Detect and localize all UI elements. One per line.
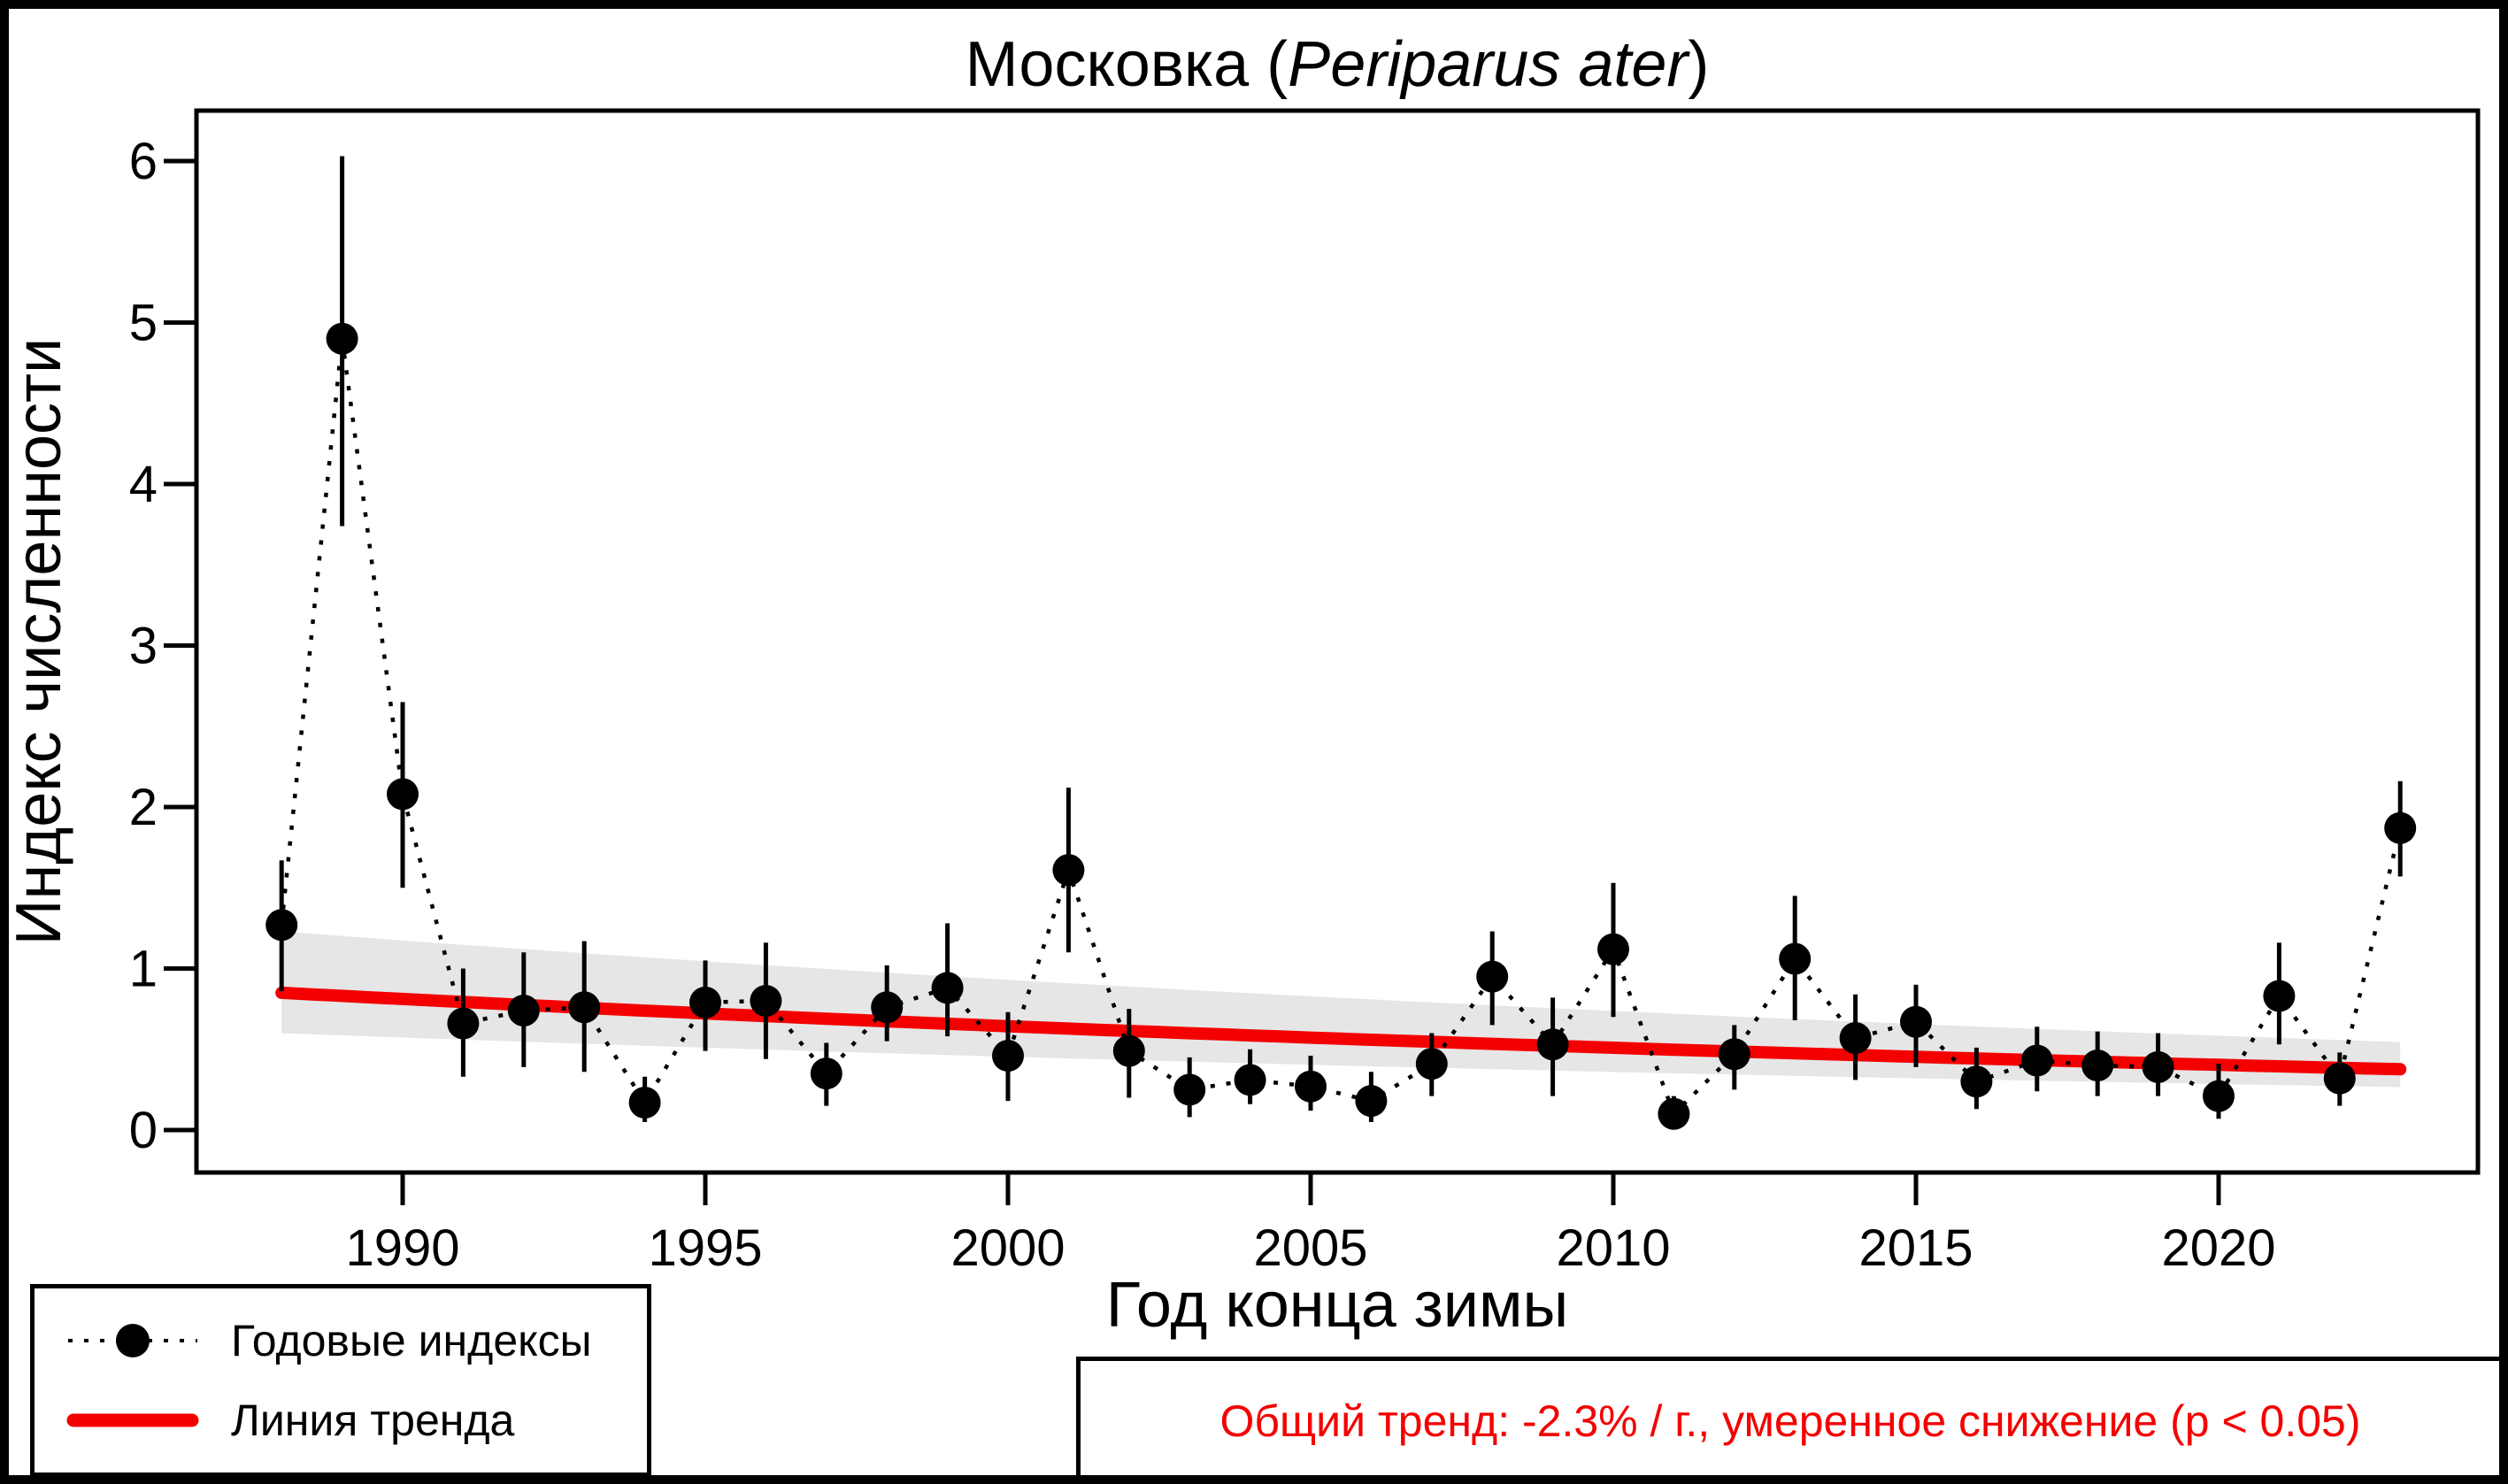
- legend-item-annual-indices: Годовые индексы: [66, 1314, 647, 1367]
- data-point: [1173, 1073, 1206, 1106]
- data-point: [2020, 1044, 2053, 1077]
- y-tick-label: 3: [129, 618, 158, 675]
- data-point: [992, 1040, 1024, 1073]
- data-point: [1718, 1038, 1750, 1071]
- x-tick-label: 1990: [345, 1219, 459, 1277]
- data-point: [507, 994, 540, 1026]
- data-point: [2142, 1050, 2174, 1083]
- data-point: [1597, 933, 1629, 965]
- data-point: [1839, 1021, 1872, 1054]
- data-point: [1295, 1070, 1327, 1103]
- data-point: [1476, 960, 1509, 993]
- data-point: [750, 985, 782, 1017]
- y-tick-label: 1: [129, 941, 158, 998]
- data-point: [387, 778, 419, 811]
- legend-label-trend-line: Линия тренда: [231, 1395, 515, 1445]
- y-tick-label: 2: [129, 779, 158, 836]
- data-point: [689, 986, 721, 1019]
- confidence-band: [281, 931, 2401, 1088]
- annual-indices-marker-icon: [68, 1324, 197, 1358]
- data-point: [1658, 1097, 1690, 1130]
- data-point: [628, 1086, 661, 1119]
- plot-svg: 1990 1995 2000 2005 2010 2015 2020 0 1 2 3 4 5 6 Индек…: [9, 108, 2481, 1277]
- data-point: [568, 991, 601, 1024]
- data-point: [2263, 980, 2296, 1012]
- y-tick-label: 5: [129, 295, 158, 352]
- data-point: [2203, 1080, 2235, 1112]
- data-point: [447, 1007, 480, 1040]
- data-point: [1112, 1034, 1145, 1067]
- legend-box: Годовые индексы Линия тренда: [30, 1284, 651, 1475]
- y-tick-label: 0: [129, 1102, 158, 1159]
- data-point: [1779, 942, 1812, 975]
- trend-summary-text: Общий тренд: -2.3% / г., умеренное сниже…: [1219, 1396, 2361, 1446]
- chart-title-prefix: Московка (: [965, 29, 1289, 100]
- legend-label-annual-indices: Годовые индексы: [231, 1316, 592, 1366]
- chart-title-species: Periparus ater: [1288, 29, 1689, 100]
- data-point: [2384, 811, 2417, 844]
- chart-title: Московка (Periparus ater): [196, 28, 2478, 101]
- trend-summary-box: Общий тренд: -2.3% / г., умеренное сниже…: [1076, 1357, 2499, 1475]
- data-point: [1355, 1085, 1388, 1118]
- data-point: [326, 322, 358, 355]
- x-axis-title: Год конца зимы: [1105, 1270, 1569, 1341]
- data-point: [871, 991, 904, 1024]
- data-point: [1536, 1028, 1569, 1061]
- plot-border: [194, 108, 2481, 1175]
- x-tick-label: 2015: [1858, 1219, 1973, 1277]
- x-tick-label: 2020: [2161, 1219, 2275, 1277]
- chart-title-suffix: ): [1688, 29, 1710, 100]
- data-point: [1052, 854, 1085, 887]
- legend-item-trend-line: Линия тренда: [66, 1394, 647, 1447]
- data-point: [1415, 1048, 1448, 1080]
- x-tick-label: 2000: [950, 1219, 1065, 1277]
- data-point: [2081, 1050, 2114, 1081]
- y-tick-label: 6: [129, 133, 158, 190]
- data-point: [1900, 1005, 1932, 1038]
- data-point: [1960, 1065, 1993, 1098]
- y-tick-label: 4: [129, 456, 158, 513]
- x-tick-label: 1995: [648, 1219, 762, 1277]
- data-point: [1234, 1064, 1266, 1096]
- trend-line-marker-icon: [66, 1413, 199, 1427]
- y-axis-title: Индекс численности: [9, 338, 74, 945]
- data-point: [2323, 1062, 2356, 1095]
- data-point: [810, 1057, 842, 1090]
- x-tick-label: 2010: [1556, 1219, 1670, 1277]
- x-tick-label: 2005: [1253, 1219, 1367, 1277]
- data-point: [265, 909, 298, 942]
- data-point: [931, 972, 964, 1004]
